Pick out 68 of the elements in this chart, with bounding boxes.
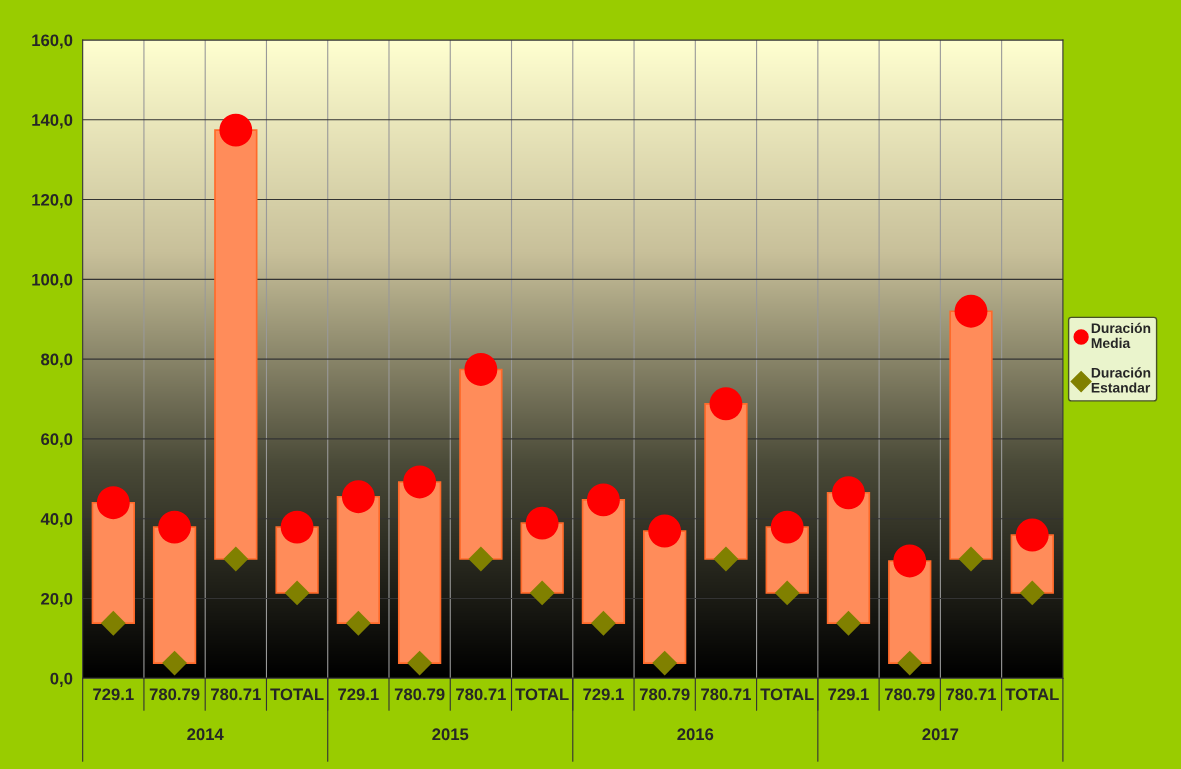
bar — [949, 310, 993, 560]
point — [586, 483, 620, 517]
point — [280, 510, 314, 544]
x-tick-label: 729.1 — [828, 688, 869, 701]
bar — [704, 402, 748, 560]
point — [284, 580, 310, 606]
point — [1019, 580, 1045, 606]
point — [341, 480, 375, 514]
text: 2016 — [677, 728, 714, 741]
y-tick-label: 80,0 — [41, 353, 73, 368]
y-tick-label: 140,0 — [32, 114, 73, 129]
x-tick-label: 780.71 — [701, 688, 751, 701]
point — [954, 294, 988, 328]
point — [525, 506, 559, 540]
x-tick-label: 780.79 — [149, 688, 200, 701]
x-tick-label: TOTAL — [760, 688, 814, 701]
bar — [459, 368, 503, 560]
point — [893, 544, 927, 578]
point — [403, 465, 437, 499]
y-tick-label: 100,0 — [32, 273, 73, 288]
point — [407, 650, 433, 676]
x-tick-label: 729.1 — [93, 688, 134, 701]
point — [652, 650, 678, 676]
x-tick-label: TOTAL — [270, 688, 324, 701]
x-tick-label: TOTAL — [515, 688, 569, 701]
point — [836, 610, 861, 636]
text: 2015 — [432, 728, 469, 741]
x-tick-label: TOTAL — [1005, 688, 1059, 701]
point — [713, 546, 739, 572]
point — [464, 353, 498, 386]
text: 2014 — [187, 728, 224, 741]
point — [162, 650, 187, 676]
point — [100, 610, 126, 636]
point — [223, 546, 249, 572]
x-tick-label: 780.71 — [946, 688, 997, 701]
point — [832, 476, 865, 510]
y-tick-label: 160,0 — [32, 34, 73, 49]
point — [709, 387, 743, 421]
y-tick-label: 40,0 — [40, 513, 73, 528]
x-tick-label: 780.71 — [211, 688, 261, 701]
point — [468, 546, 494, 572]
x-tick-label: 780.71 — [456, 688, 506, 701]
legend-label: Duración Estandar — [1091, 367, 1151, 393]
text: 2017 — [922, 728, 959, 741]
x-tick-label: 780.79 — [884, 688, 935, 701]
y-tick-label: 120,0 — [32, 193, 73, 209]
point — [774, 580, 800, 606]
y-tick-label: 0,0 — [50, 672, 73, 687]
point — [770, 510, 804, 544]
point — [345, 610, 371, 636]
x-tick-label: 780.79 — [639, 688, 690, 701]
y-tick-label: 20,0 — [41, 592, 73, 608]
bar — [214, 129, 258, 560]
point — [648, 514, 682, 548]
point — [590, 610, 616, 636]
x-tick-label: 780.79 — [394, 688, 445, 701]
x-tick-label: 729.1 — [583, 688, 624, 701]
point — [958, 546, 984, 572]
point — [158, 510, 191, 544]
x-tick-label: 729.1 — [338, 688, 379, 701]
point — [96, 486, 130, 520]
point — [897, 650, 923, 676]
point — [219, 113, 253, 147]
point — [529, 580, 555, 606]
legend-label: Duración Media — [1091, 322, 1151, 349]
point — [1015, 518, 1049, 552]
bar — [397, 481, 442, 664]
y-tick-label: 60,0 — [41, 433, 73, 448]
